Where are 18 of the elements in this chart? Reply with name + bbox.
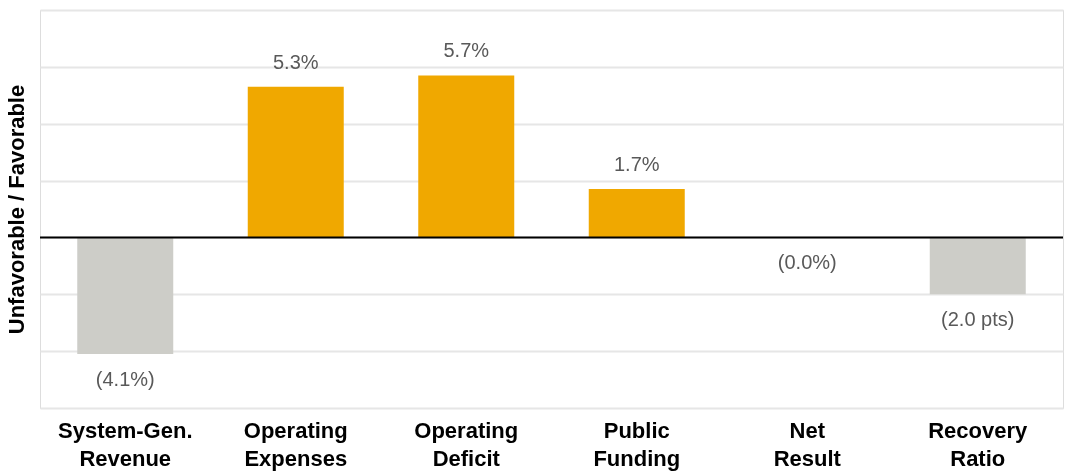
data-label: 1.7% (613, 153, 660, 176)
bar (77, 237, 174, 354)
x-tick-label: Operating Deficit (414, 417, 519, 471)
bar (247, 86, 344, 238)
x-tick-label: Operating Expenses (243, 417, 348, 471)
bar (418, 75, 515, 238)
data-label: (4.1%) (95, 367, 155, 390)
data-label: 5.3% (272, 50, 319, 73)
x-tick-label: Public Funding (593, 417, 681, 471)
y-axis-title: Unfavorable / Favorable (3, 84, 29, 335)
data-label: (2.0 pts) (941, 308, 1015, 331)
x-tick-label: Recovery Ratio (928, 417, 1029, 471)
x-tick-label: Net Result (773, 417, 842, 471)
data-label: 5.7% (443, 39, 490, 62)
data-label: (0.0%) (777, 251, 837, 274)
bar (929, 237, 1026, 295)
bar (588, 189, 685, 238)
x-tick-label: System-Gen. Revenue (58, 417, 193, 471)
